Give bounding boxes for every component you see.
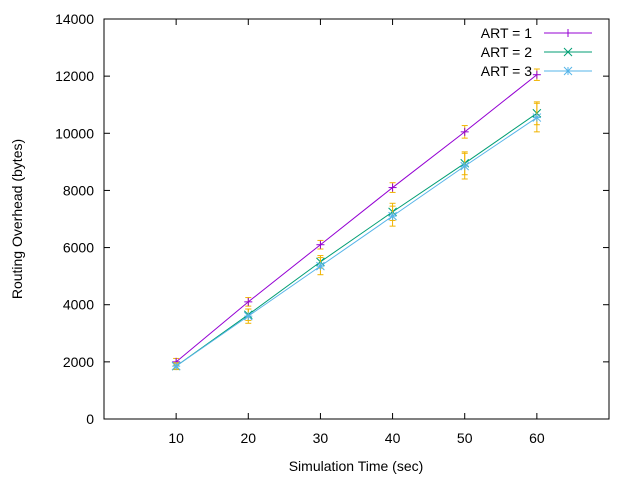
series-line xyxy=(175,74,538,363)
y-axis-title: Routing Overhead (bytes) xyxy=(9,139,25,299)
x-axis-ticks: 10 20 30 40 50 60 xyxy=(168,19,545,446)
series-layer xyxy=(171,68,542,371)
legend-marker xyxy=(564,29,572,37)
data-point xyxy=(388,183,397,192)
legend: ART = 1 ART = 2 ART = 3 xyxy=(481,25,592,79)
x-tick-label: 60 xyxy=(529,430,545,446)
x-tick-label: 20 xyxy=(240,430,256,446)
data-point xyxy=(532,113,542,122)
data-point xyxy=(243,311,253,321)
legend-marker xyxy=(563,66,573,76)
series-1 xyxy=(172,68,541,366)
x-tick-label: 40 xyxy=(385,430,401,446)
legend-entry: ART = 1 xyxy=(481,25,592,41)
data-point xyxy=(532,70,541,79)
data-point xyxy=(244,297,253,306)
x-tick-label: 10 xyxy=(168,430,184,446)
y-tick-label: 8000 xyxy=(63,182,94,198)
legend-label: ART = 3 xyxy=(481,63,532,79)
y-tick-label: 2000 xyxy=(63,354,94,370)
y-tick-label: 12000 xyxy=(55,68,94,84)
data-point xyxy=(388,211,397,221)
data-point xyxy=(460,127,469,136)
y-axis-ticks: 0 2000 4000 6000 8000 10000 12000 14000 xyxy=(55,11,609,427)
y-tick-label: 14000 xyxy=(55,11,94,27)
series-2 xyxy=(171,101,542,371)
y-tick-label: 4000 xyxy=(63,297,94,313)
plot-frame xyxy=(103,18,610,420)
data-point xyxy=(316,261,325,271)
legend-entry: ART = 3 xyxy=(481,63,592,79)
data-point xyxy=(171,361,181,371)
series-3 xyxy=(171,102,542,371)
legend-marker xyxy=(563,47,573,57)
legend-entry: ART = 2 xyxy=(481,44,592,60)
x-axis-title: Simulation Time (sec) xyxy=(289,458,424,474)
data-point xyxy=(316,240,325,249)
legend-label: ART = 1 xyxy=(481,25,532,41)
x-tick-label: 30 xyxy=(313,430,329,446)
series-line xyxy=(175,112,538,367)
legend-label: ART = 2 xyxy=(481,44,532,60)
y-tick-label: 6000 xyxy=(63,240,94,256)
data-point xyxy=(460,161,470,171)
y-tick-label: 10000 xyxy=(55,125,94,141)
series-line xyxy=(175,117,538,367)
y-tick-label: 0 xyxy=(86,411,94,427)
x-tick-label: 50 xyxy=(457,430,473,446)
